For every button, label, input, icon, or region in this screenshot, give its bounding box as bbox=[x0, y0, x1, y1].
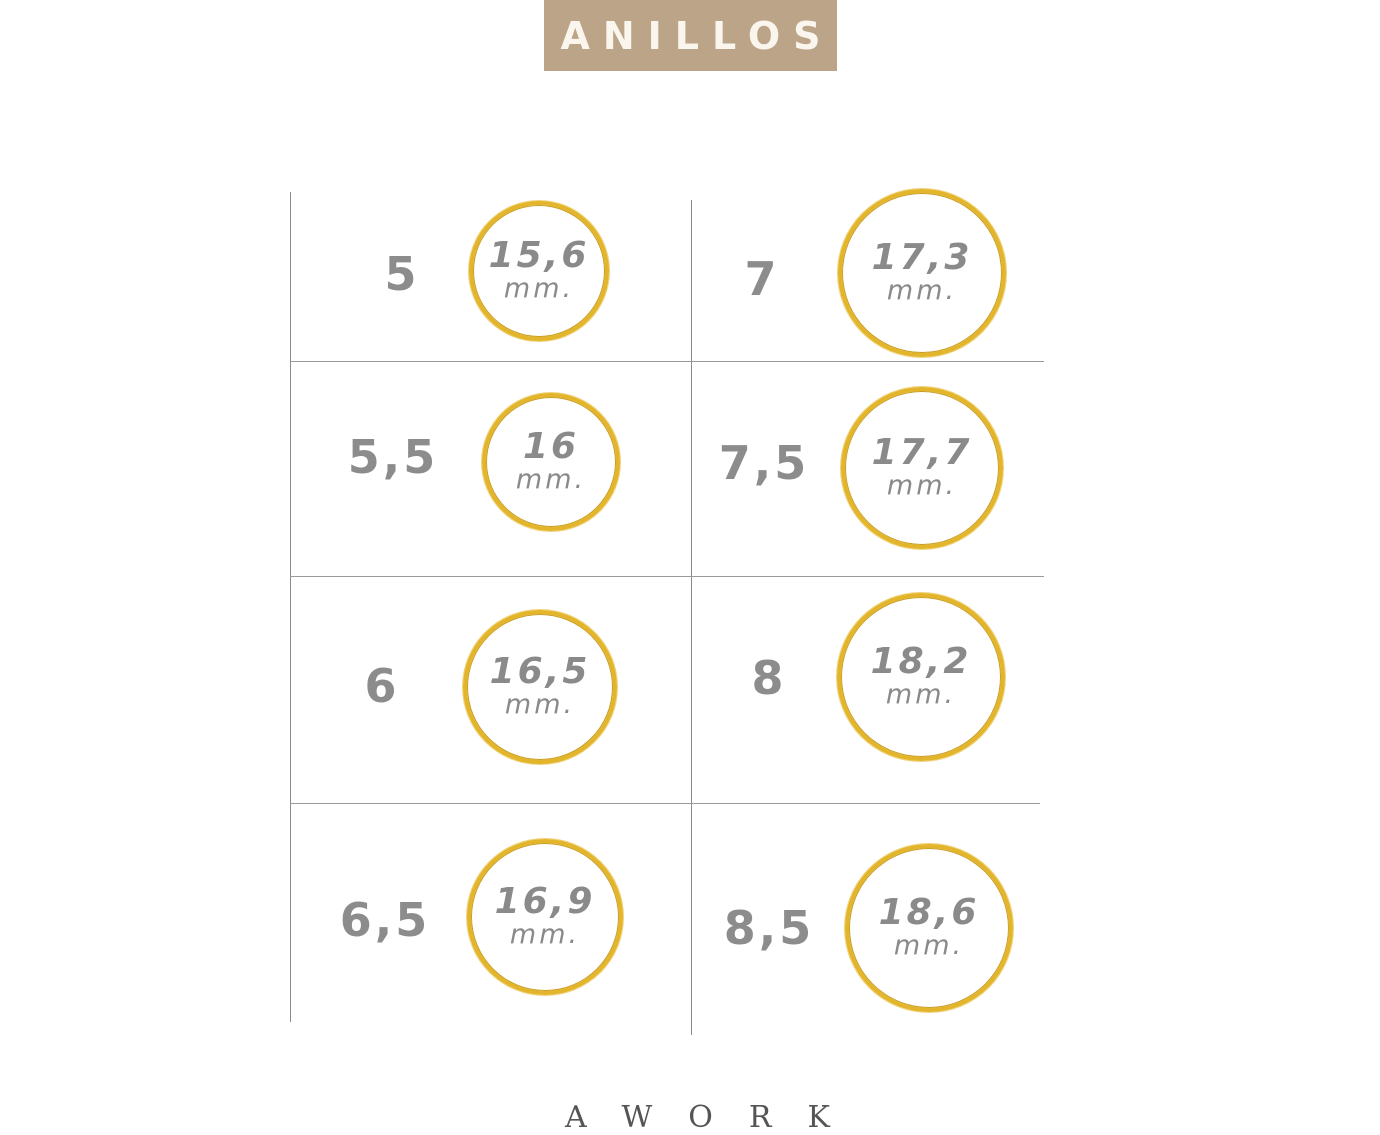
ring-circle: 16 mm. bbox=[482, 393, 620, 531]
ring-size-label: 8 bbox=[751, 651, 787, 705]
ring-diameter: 16 bbox=[522, 426, 580, 467]
ring-diameter: 18,2 bbox=[870, 641, 972, 682]
grid-divider bbox=[290, 576, 1044, 577]
ring-unit: mm. bbox=[503, 273, 575, 304]
ring-unit: mm. bbox=[886, 470, 958, 501]
ring-diameter: 16,9 bbox=[494, 881, 596, 922]
ring-size-label: 6,5 bbox=[339, 893, 431, 947]
title-banner: ANILLOS bbox=[544, 0, 837, 71]
ring-unit: mm. bbox=[893, 930, 965, 961]
grid-divider bbox=[290, 803, 1040, 804]
ring-diameter: 17,3 bbox=[871, 237, 973, 278]
brand-footer: AWORK bbox=[565, 1100, 866, 1135]
ring-circle: 16,5 mm. bbox=[463, 610, 617, 764]
ring-size-label: 7,5 bbox=[718, 436, 810, 490]
grid-divider bbox=[691, 200, 692, 1035]
ring-size-label: 6 bbox=[364, 659, 400, 713]
ring-circle: 16,9 mm. bbox=[467, 839, 623, 995]
ring-size-label: 5 bbox=[384, 247, 420, 301]
ring-diameter: 18,6 bbox=[878, 892, 980, 933]
ring-unit: mm. bbox=[885, 679, 957, 710]
ring-circle: 18,6 mm. bbox=[845, 844, 1013, 1012]
ring-circle: 17,3 mm. bbox=[838, 189, 1006, 357]
ring-circle: 17,7 mm. bbox=[841, 387, 1003, 549]
ring-unit: mm. bbox=[886, 275, 958, 306]
ring-diameter: 15,6 bbox=[488, 235, 590, 276]
ring-size-label: 8,5 bbox=[723, 901, 815, 955]
ring-unit: mm. bbox=[515, 464, 587, 495]
ring-circle: 15,6 mm. bbox=[469, 201, 609, 341]
grid-divider bbox=[290, 361, 1044, 362]
page-title: ANILLOS bbox=[560, 13, 834, 58]
grid-divider bbox=[290, 192, 291, 1022]
ring-diameter: 16,5 bbox=[489, 651, 591, 692]
ring-circle: 18,2 mm. bbox=[837, 593, 1005, 761]
ring-unit: mm. bbox=[504, 689, 576, 720]
ring-unit: mm. bbox=[509, 919, 581, 950]
ring-size-label: 7 bbox=[744, 252, 780, 306]
ring-size-label: 5,5 bbox=[347, 430, 439, 484]
ring-diameter: 17,7 bbox=[871, 432, 973, 473]
